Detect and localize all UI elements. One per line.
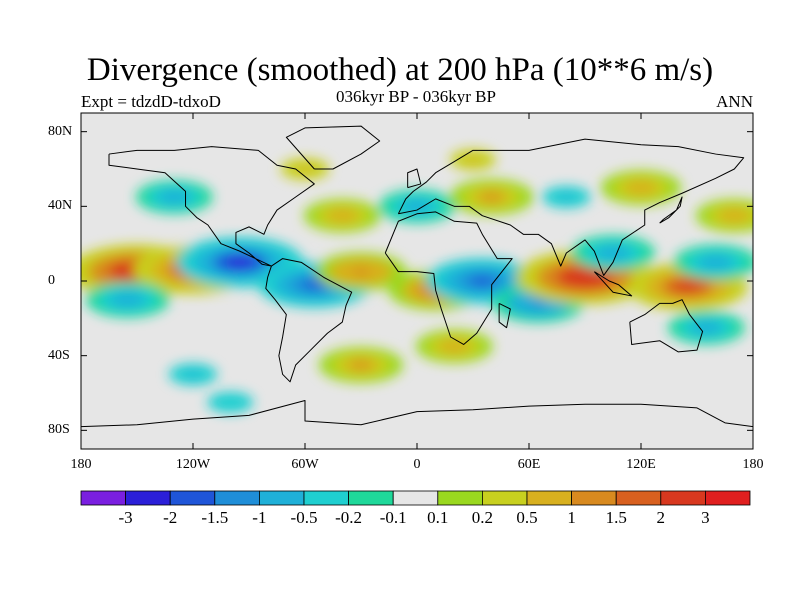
colorbar-box-7 xyxy=(392,490,439,506)
anomaly-16-ring-3 xyxy=(334,212,351,220)
anomaly-23-ring-3 xyxy=(446,342,463,350)
coastlines xyxy=(81,125,753,428)
y-tick-label: 80N xyxy=(48,123,73,139)
coastline-9 xyxy=(593,271,633,297)
colorbar-box-4 xyxy=(258,490,305,506)
anomaly-17-ring-3 xyxy=(298,165,312,173)
anomaly-13-ring-3 xyxy=(698,324,715,332)
colorbar-label: -0.2 xyxy=(335,508,363,527)
x-tick-label: 0 xyxy=(413,457,421,472)
colorbar-box-10 xyxy=(526,490,572,506)
coastline-6 xyxy=(285,125,381,170)
colorbar-box-9 xyxy=(481,490,528,506)
season-label: ANN xyxy=(716,92,753,111)
y-tick-label: 0 xyxy=(48,273,55,288)
anomaly-9-ring-3 xyxy=(571,271,599,283)
anomaly-25-ring-3 xyxy=(466,156,480,163)
x-tick-label: 60W xyxy=(291,457,319,472)
anomaly-11-ring-3 xyxy=(675,281,700,292)
x-tick-label: 120W xyxy=(175,457,211,472)
colorbar-label: 0.2 xyxy=(471,508,494,527)
x-tick-label: 180 xyxy=(742,457,764,472)
colorbar-label: -1 xyxy=(252,508,267,527)
colorbar-label: 0.1 xyxy=(427,508,449,527)
x-tick-label: 180 xyxy=(70,457,92,472)
colorbar-box-13 xyxy=(660,490,706,506)
colorbar-label: -0.5 xyxy=(290,508,318,527)
colorbar-label: 0.5 xyxy=(516,508,538,527)
anomaly-19-ring-3 xyxy=(186,371,200,378)
x-tick-label: 120E xyxy=(626,457,656,472)
anomaly-20-ring-3 xyxy=(166,193,183,201)
coastline-8 xyxy=(659,196,683,224)
colorbar-label: -2 xyxy=(163,508,178,527)
colorbar-box-11 xyxy=(571,490,617,506)
y-tick-label: 40S xyxy=(48,347,70,363)
colorbar-label: 1 xyxy=(567,508,576,527)
coastline-0 xyxy=(108,146,315,267)
anomaly-3-ring-3 xyxy=(303,280,326,290)
coastline-2 xyxy=(397,138,745,276)
anomaly-21-ring-3 xyxy=(632,184,650,192)
y-tick-label: 80S xyxy=(48,422,70,438)
colorbar-label: 3 xyxy=(701,508,710,527)
colorbar-box-0 xyxy=(80,490,126,506)
anomaly-22-ring-3 xyxy=(559,193,574,201)
colorbar-box-12 xyxy=(615,490,662,506)
y-tick-label: 40N xyxy=(48,198,73,214)
anomaly-10-ring-3 xyxy=(604,249,622,257)
colorbar-label: 2 xyxy=(656,508,666,527)
divergence-field xyxy=(81,149,753,413)
colorbar-box-6 xyxy=(348,490,394,506)
x-tick-label: 60E xyxy=(517,457,541,472)
experiment-label: Expt = tdzdD-tdxoD xyxy=(81,92,221,111)
coastline-3 xyxy=(384,211,513,345)
anomaly-4-ring-3 xyxy=(351,267,371,276)
coastline-7 xyxy=(407,168,422,189)
anomaly-24-ring-3 xyxy=(223,399,237,406)
colorbar-box-1 xyxy=(125,490,171,506)
anomaly-2-ring-3 xyxy=(226,257,253,268)
anomaly-5-ring-3 xyxy=(119,296,137,304)
colorbar-box-8 xyxy=(437,490,483,506)
coastline-10 xyxy=(498,302,511,329)
colorbar-label: -3 xyxy=(118,508,133,527)
coastline-4 xyxy=(629,299,704,353)
chart-title: Divergence (smoothed) at 200 hPa (10**6 … xyxy=(86,52,714,88)
colorbar xyxy=(80,490,751,506)
anomaly-18-ring-3 xyxy=(352,361,370,369)
colorbar-label: -1.5 xyxy=(201,508,229,527)
anomaly-8-ring-3 xyxy=(529,299,548,308)
colorbar-box-3 xyxy=(214,490,260,506)
anomaly-12-ring-3 xyxy=(707,258,725,266)
colorbar-box-2 xyxy=(169,490,216,506)
coastline-5 xyxy=(81,399,753,428)
colorbar-box-5 xyxy=(303,490,349,506)
colorbar-label: -0.1 xyxy=(379,508,407,527)
colorbar-label: 1.5 xyxy=(605,508,627,527)
axis-ticks xyxy=(80,113,754,449)
anomaly-26-ring-3 xyxy=(726,212,743,220)
colorbar-box-14 xyxy=(705,490,751,506)
anomaly-7-ring-3 xyxy=(471,276,494,286)
coastline-1 xyxy=(265,258,353,383)
period-label: 036kyr BP - 036kyr BP xyxy=(336,87,496,106)
anomaly-15-ring-3 xyxy=(483,193,501,201)
